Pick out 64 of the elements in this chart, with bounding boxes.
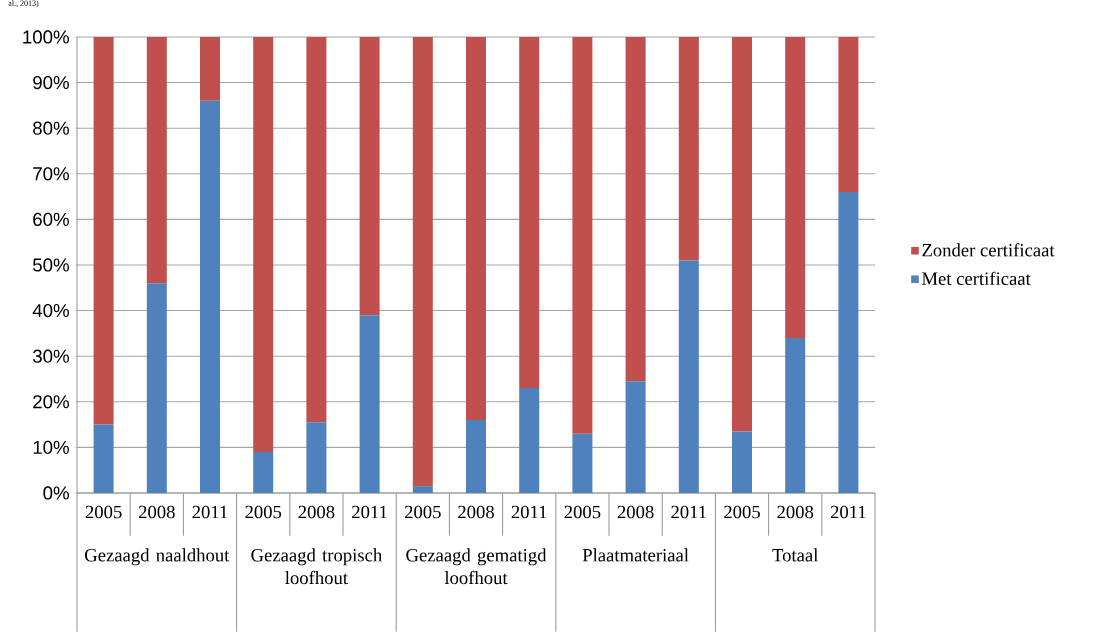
bar (412, 486, 433, 493)
bar (306, 422, 327, 493)
x-tick-label: 2011 (671, 505, 707, 519)
y-tick-label: 90% (33, 75, 69, 90)
bar (253, 451, 274, 493)
bar (306, 36, 327, 423)
bar (200, 100, 220, 493)
y-tick-label: 0% (43, 486, 69, 500)
x-tick-label: 2011 (511, 505, 547, 519)
text: Gezaagd naaldhout (85, 548, 230, 566)
bar (625, 36, 646, 382)
bar (253, 36, 274, 452)
x-tick-label: 2008 (777, 505, 814, 519)
x-tick-label: 2011 (352, 505, 387, 519)
bar (838, 192, 859, 493)
x-tick-label: 2008 (298, 505, 335, 519)
bar (732, 36, 752, 432)
y-tick-label: 100% (23, 30, 69, 44)
x-tick-label: 2008 (138, 505, 175, 519)
x-tick-label: 2005 (404, 505, 441, 519)
bar (625, 381, 646, 493)
y-tick-label: 70% (33, 167, 69, 181)
bar (678, 260, 699, 493)
bar (678, 36, 699, 261)
text: Gezaagd tropisch loofhout (251, 548, 382, 585)
y-tick-label: 30% (32, 349, 69, 363)
bar (359, 315, 380, 493)
legend-label: Zonder certificaat (922, 243, 1055, 257)
bar (200, 36, 220, 101)
x-tick-label: 2008 (458, 505, 494, 519)
bar (519, 388, 540, 493)
text: Totaal (772, 548, 819, 562)
y-tick-label: 80% (33, 121, 69, 135)
bar (93, 36, 114, 425)
x-tick-label: 2011 (830, 505, 866, 519)
text: Plaatmateriaal (582, 548, 689, 562)
bar (466, 36, 486, 421)
y-tick-label: 40% (32, 303, 69, 318)
x-tick-label: 2011 (192, 505, 228, 519)
bar (785, 36, 806, 338)
bar (412, 36, 433, 487)
bar (732, 431, 752, 493)
y-tick-label: 10% (33, 440, 69, 454)
y-tick-label: 20% (33, 395, 69, 409)
x-tick-label: 2005 (564, 505, 601, 519)
text: Gezaagd gematigd loofhout (406, 548, 547, 585)
text: al., 2013) (8, 0, 39, 8)
x-tick-label: 2005 (724, 505, 760, 519)
bar (93, 424, 114, 493)
bar (359, 36, 380, 316)
y-tick-label: 50% (33, 258, 69, 272)
bar (785, 337, 806, 493)
bar (146, 36, 167, 284)
y-tick-label: 60% (33, 212, 69, 226)
bar (466, 420, 486, 493)
bar (519, 36, 540, 389)
x-tick-label: 2005 (85, 505, 122, 519)
x-tick-label: 2008 (617, 505, 654, 519)
bar (572, 36, 593, 434)
x-tick-label: 2005 (245, 505, 282, 519)
legend-label: Met certificaat (921, 271, 1031, 285)
bar (146, 283, 167, 493)
bar (838, 36, 859, 193)
bar (572, 433, 593, 493)
